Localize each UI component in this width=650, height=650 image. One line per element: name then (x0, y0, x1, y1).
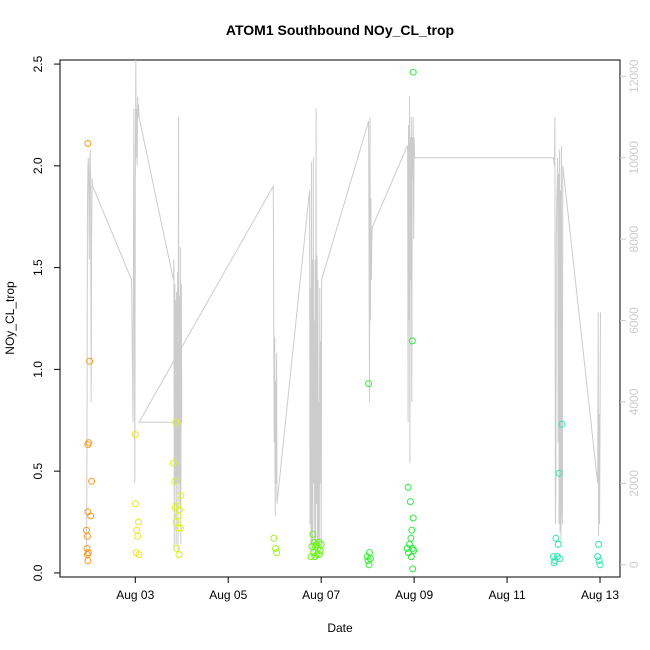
data-point (272, 545, 280, 552)
y2-tick-label: 4000 (627, 388, 641, 415)
data-point (403, 545, 411, 552)
y-tick-label: 1.0 (31, 361, 45, 378)
y-axis-right: 0 2000 4000 6000 8000 10000 12000 (620, 59, 641, 568)
data-point (169, 459, 177, 467)
data-point (135, 518, 142, 526)
y2-tick-label: 8000 (627, 225, 641, 252)
data-point (134, 532, 142, 540)
data-point (558, 420, 566, 428)
data-point (365, 561, 373, 569)
altitude-track (86, 59, 601, 557)
x-tick-label: Aug 09 (395, 588, 433, 602)
data-point (84, 441, 92, 449)
data-point (407, 553, 415, 561)
y-tick-label: 2.0 (31, 157, 45, 174)
data-point (131, 500, 139, 508)
data-point (171, 477, 179, 485)
x-axis: Aug 03 Aug 05 Aug 07 Aug 09 Aug 11 Aug 13 (116, 576, 619, 602)
data-point (83, 532, 91, 540)
data-point (594, 553, 602, 561)
data-point (554, 540, 562, 548)
data-point (83, 551, 91, 559)
data-point (552, 534, 560, 542)
data-point (171, 504, 179, 512)
chart-title: ATOM1 Southbound NOy_CL_trop (226, 22, 454, 38)
data-point (172, 418, 180, 426)
x-tick-label: Aug 05 (209, 588, 247, 602)
data-point (86, 357, 94, 365)
x-tick-label: Aug 07 (302, 588, 340, 602)
y-tick-label: 0.5 (31, 462, 45, 479)
data-point (408, 526, 416, 534)
x-axis-label: Date (327, 621, 353, 635)
data-point (84, 140, 92, 147)
data-point (174, 512, 182, 520)
y2-tick-label: 10000 (627, 141, 641, 175)
x-tick-label: Aug 11 (488, 588, 525, 602)
data-point (87, 512, 95, 520)
data-point (133, 526, 141, 534)
data-point (313, 551, 321, 559)
data-point (595, 540, 603, 548)
y-tick-label: 1.5 (31, 259, 45, 276)
data-point (88, 477, 96, 485)
data-point (270, 534, 278, 542)
x-tick-label: Aug 03 (116, 588, 154, 602)
y2-tick-label: 0 (627, 561, 641, 568)
altitude-line (86, 59, 601, 557)
data-point (364, 557, 372, 565)
data-point (409, 565, 417, 573)
data-point (273, 549, 281, 557)
data-point (135, 551, 143, 559)
data-point (409, 514, 417, 522)
data-point (309, 530, 317, 538)
data-point (84, 557, 92, 565)
data-point (173, 502, 181, 510)
data-point (173, 545, 181, 552)
data-point (177, 492, 185, 500)
data-points (83, 68, 604, 573)
data-point (172, 518, 180, 526)
y-axis-left: 0.0 0.5 1.0 1.5 2.0 2.5 (31, 55, 60, 581)
data-point (175, 524, 182, 532)
data-point (312, 543, 320, 550)
data-point (595, 557, 603, 565)
data-point (408, 337, 416, 345)
data-point (176, 524, 184, 532)
data-point (407, 534, 415, 542)
plot-frame (59, 59, 621, 578)
x-tick-label: Aug 13 (581, 588, 619, 602)
y2-tick-label: 12000 (627, 59, 641, 93)
data-point (315, 551, 323, 559)
data-point (307, 553, 315, 561)
data-point (310, 538, 318, 546)
data-point (406, 498, 414, 506)
y2-tick-label: 2000 (627, 470, 641, 497)
data-point (365, 380, 373, 388)
y2-tick-label: 6000 (627, 307, 641, 334)
data-point (408, 545, 416, 552)
y-tick-label: 2.5 (31, 55, 45, 72)
data-point (550, 559, 558, 567)
data-point (555, 469, 563, 477)
data-point (404, 483, 412, 491)
data-point (131, 431, 139, 438)
data-point (311, 553, 319, 561)
y-axis-label: NOy_CL_trop (3, 281, 17, 355)
data-point (175, 551, 183, 559)
data-point (596, 561, 604, 569)
y-tick-label: 0.0 (31, 564, 45, 581)
data-point (409, 68, 417, 76)
